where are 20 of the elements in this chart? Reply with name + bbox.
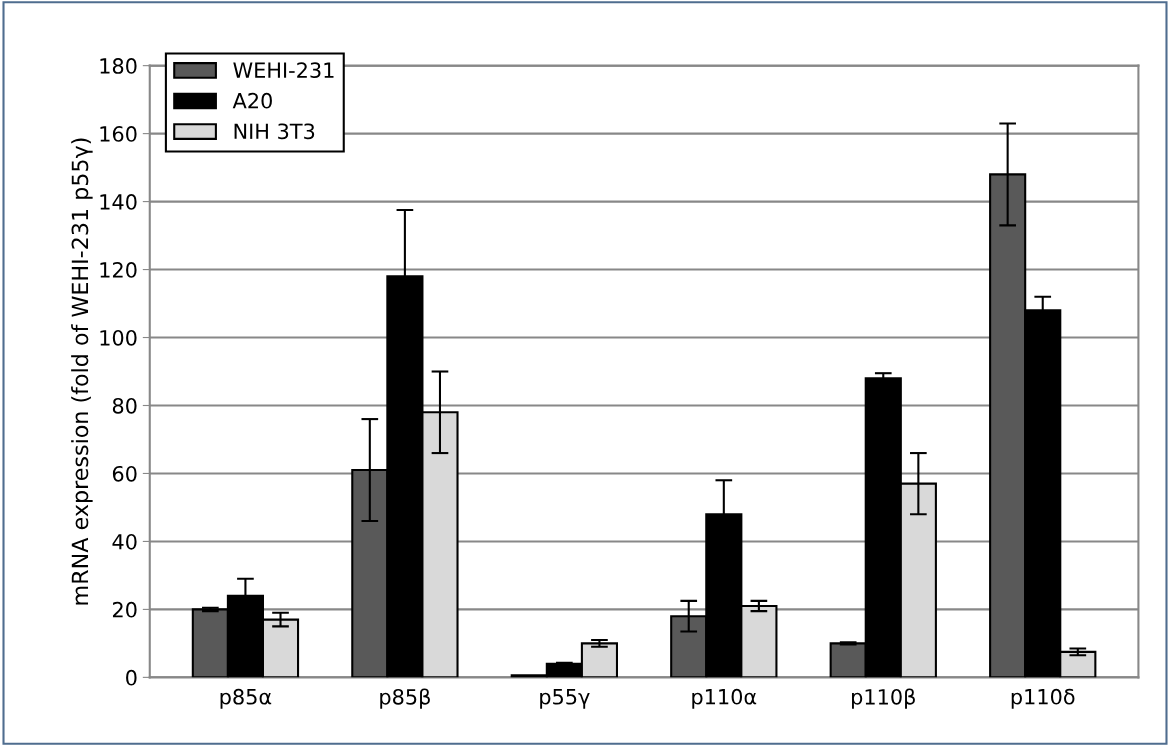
y-tick-label: 140 bbox=[100, 194, 137, 210]
legend-label: NIH 3T3 bbox=[234, 123, 315, 140]
x-tick-label: p55γ bbox=[540, 689, 590, 709]
y-tick-label: 0 bbox=[126, 669, 137, 686]
x-tick-label: p110δ bbox=[1011, 688, 1075, 709]
x-tick-label: p85β bbox=[380, 688, 430, 709]
x-tick-label: p110α bbox=[692, 688, 757, 709]
x-tick-label: p85α bbox=[220, 688, 272, 709]
y-tick-label: 120 bbox=[100, 262, 137, 278]
y-tick-label: 100 bbox=[100, 329, 137, 346]
y-axis-title: mRNA expression (fold of WEHI-231 p55γ) bbox=[71, 138, 93, 605]
legend-label: WEHI-231 bbox=[233, 62, 334, 79]
y-tick-label: 60 bbox=[112, 465, 137, 482]
y-tick-label: 160 bbox=[100, 126, 137, 142]
y-tick-label: 20 bbox=[112, 601, 137, 618]
y-tick-label: 40 bbox=[112, 533, 137, 550]
x-tick-label: p110β bbox=[852, 688, 915, 709]
y-tick-label: 180 bbox=[100, 58, 137, 74]
y-tick-label: 80 bbox=[112, 397, 137, 414]
legend-label: A20 bbox=[232, 92, 272, 109]
